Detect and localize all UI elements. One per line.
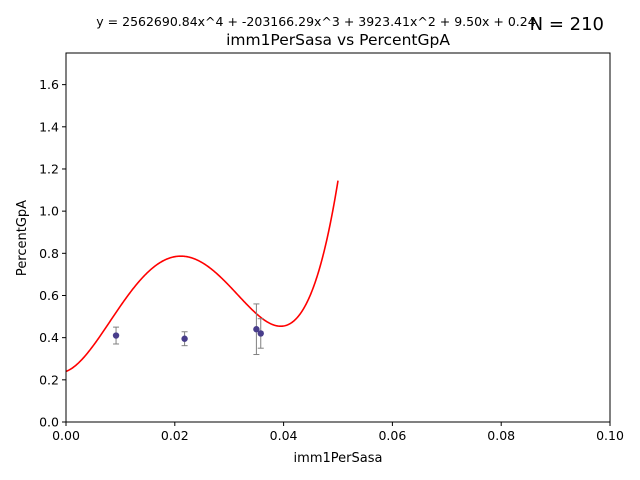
fit-equation: y = 2562690.84x^4 + -203166.29x^3 + 3923…	[96, 14, 535, 29]
x-tick-label: 0.06	[378, 428, 406, 443]
data-point	[257, 330, 264, 337]
y-tick-label: 0.8	[39, 246, 59, 261]
y-tick-label: 0.4	[39, 330, 59, 345]
y-axis-label: PercentGpA	[15, 200, 30, 276]
x-tick-label: 0.02	[161, 428, 189, 443]
plot-frame	[65, 52, 611, 423]
y-tick-label: 1.4	[39, 119, 59, 134]
fit-curve-layer	[65, 180, 339, 373]
y-tick-label: 0.6	[39, 288, 59, 303]
y-tick-label: 1.2	[39, 161, 59, 176]
fit-curve	[65, 180, 339, 373]
y-tick-label: 0.2	[39, 372, 59, 387]
chart-title: imm1PerSasa vs PercentGpA	[226, 31, 450, 49]
data-point	[181, 335, 188, 342]
x-axis-ticks: 0.00 0.02 0.04 0.06 0.08 0.10	[52, 422, 624, 443]
x-tick-label: 0.04	[270, 428, 298, 443]
y-tick-label: 1.6	[39, 77, 59, 92]
x-axis-label: imm1PerSasa	[294, 451, 383, 466]
sample-size-label: N = 210	[530, 14, 604, 35]
x-tick-label: 0.00	[52, 428, 80, 443]
data-point-layer	[112, 326, 264, 342]
y-tick-label: 1.0	[39, 204, 59, 219]
x-tick-label: 0.10	[596, 428, 624, 443]
data-point	[253, 326, 260, 333]
y-tick-label: 0.0	[39, 415, 59, 430]
x-tick-label: 0.08	[487, 428, 515, 443]
data-point	[112, 332, 120, 339]
y-axis-ticks: 0.0 0.2 0.4 0.6 0.8 1.0 1.2 1.4 1.6	[39, 77, 66, 430]
